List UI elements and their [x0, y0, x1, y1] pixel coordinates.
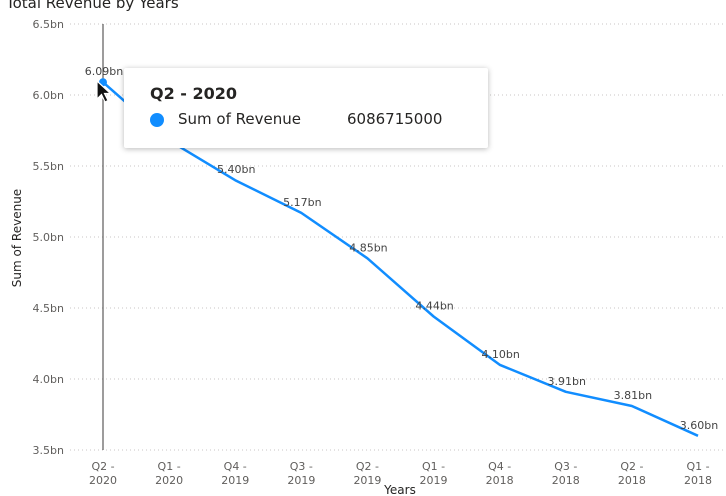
x-tick-label: Q4 - [488, 460, 511, 473]
x-tick-label: 2018 [552, 474, 580, 487]
x-axis-title: Years [383, 483, 416, 496]
data-label: 6.09bn [85, 65, 123, 78]
chart-title: Total Revenue by Years [6, 0, 179, 12]
x-tick-label: 2019 [221, 474, 249, 487]
y-axis-ticks: 3.5bn 4.0bn 4.5bn 5.0bn 5.5bn 6.0bn 6.5bn [33, 18, 64, 457]
y-tick-label: 4.5bn [33, 302, 64, 315]
tooltip-title: Q2 - 2020 [150, 84, 238, 103]
x-tick-label: 2018 [486, 474, 514, 487]
tooltip-series-dot [150, 113, 164, 127]
data-label: 3.91bn [548, 375, 586, 388]
x-tick-label: 2018 [684, 474, 712, 487]
data-label: 3.60bn [680, 419, 718, 432]
x-tick-label: Q3 - [554, 460, 577, 473]
x-tick-label: Q3 - [290, 460, 313, 473]
x-tick-label: Q2 - [356, 460, 379, 473]
y-axis-title: Sum of Revenue [10, 189, 24, 287]
revenue-series-line[interactable] [102, 81, 699, 437]
data-label: 4.44bn [415, 300, 453, 313]
x-tick-label: Q1 - [158, 460, 181, 473]
x-tick-label: 2019 [353, 474, 381, 487]
data-label: 5.17bn [283, 196, 321, 209]
y-tick-label: 4.0bn [33, 373, 64, 386]
data-label: 4.10bn [481, 348, 519, 361]
x-tick-label: Q2 - [91, 460, 114, 473]
mouse-cursor-icon [96, 80, 112, 103]
y-tick-label: 6.0bn [33, 89, 64, 102]
y-tick-label: 5.0bn [33, 231, 64, 244]
tooltip: Q2 - 2020 Sum of Revenue 6086715000 [124, 68, 488, 148]
x-tick-label: Q1 - [686, 460, 709, 473]
x-tick-label: 2019 [287, 474, 315, 487]
x-tick-label: 2020 [155, 474, 183, 487]
x-tick-label: 2018 [618, 474, 646, 487]
x-tick-label: 2019 [420, 474, 448, 487]
tooltip-value: 6086715000 [347, 110, 443, 128]
x-tick-label: 2020 [89, 474, 117, 487]
data-label: 5.40bn [217, 163, 255, 176]
x-tick-label: Q1 - [422, 460, 445, 473]
data-labels: 6.09bn 5.40bn 5.17bn 4.85bn 4.44bn 4.10bn 3.91… [85, 65, 718, 432]
x-tick-label: Q2 - [620, 460, 643, 473]
y-tick-label: 3.5bn [33, 444, 64, 457]
data-label: 4.85bn [349, 241, 387, 254]
y-tick-label: 5.5bn [33, 160, 64, 173]
data-label: 3.81bn [614, 389, 652, 402]
tooltip-series-name: Sum of Revenue [178, 110, 301, 128]
y-tick-label: 6.5bn [33, 18, 64, 31]
x-tick-label: Q4 - [224, 460, 247, 473]
